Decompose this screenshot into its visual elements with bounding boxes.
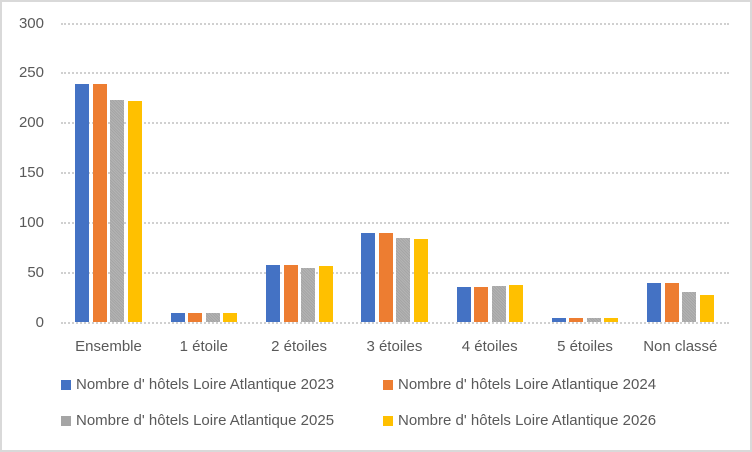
y-axis-tick-label: 300 — [18, 14, 44, 32]
bar — [318, 265, 333, 323]
y-axis-tick-label: 150 — [18, 164, 44, 181]
legend-label: Nombre d' hôtels Loire Atlantique 2024 — [398, 376, 657, 393]
gridline — [61, 122, 729, 125]
bar — [509, 284, 524, 323]
bar — [413, 238, 428, 323]
bar — [127, 101, 142, 323]
x-axis-category-label: Ensemble — [75, 338, 142, 355]
y-axis-tick-label: 250 — [18, 64, 44, 82]
bar — [647, 282, 662, 323]
y-axis-tick-label: 100 — [18, 213, 44, 231]
bar — [378, 232, 393, 323]
gridline — [61, 321, 729, 324]
bar — [396, 237, 411, 323]
x-axis-category-label: 2 étoiles — [271, 338, 328, 355]
bar — [205, 312, 220, 323]
x-axis-category-label: 3 étoiles — [366, 338, 423, 355]
legend-label: Nombre d' hôtels Loire Atlantique 2026 — [398, 412, 657, 429]
legend-swatch-icon — [61, 415, 71, 426]
bar — [92, 84, 107, 323]
bar — [266, 264, 280, 323]
bar — [301, 267, 315, 323]
bar — [491, 285, 506, 323]
bar — [283, 264, 298, 323]
bar — [569, 317, 584, 323]
x-axis-category-label: 5 étoiles — [557, 338, 613, 355]
gridline — [61, 72, 729, 75]
legend-swatch-icon — [383, 379, 393, 390]
bar — [170, 312, 185, 323]
bar — [551, 317, 566, 323]
gridline — [61, 172, 729, 174]
gridline — [61, 271, 729, 274]
bar — [604, 317, 619, 323]
legend-item: Nombre d' hôtels Loire Atlantique 2023 — [61, 376, 334, 393]
bar — [75, 84, 90, 323]
bar — [682, 291, 697, 323]
gridline — [61, 22, 729, 25]
bar — [699, 294, 714, 323]
y-axis-tick-label: 0 — [35, 313, 44, 331]
y-axis-tick-label: 50 — [27, 263, 44, 281]
legend-swatch-icon — [61, 379, 71, 390]
bar — [456, 286, 471, 323]
bar — [110, 100, 125, 323]
x-axis-category-label: Non classé — [643, 338, 718, 355]
legend-swatch-icon — [383, 415, 393, 426]
legend-item: Nombre d' hôtels Loire Atlantique 2025 — [61, 412, 334, 429]
x-axis-category-label: 4 étoiles — [461, 338, 518, 355]
bar — [223, 312, 238, 323]
legend-label: Nombre d' hôtels Loire Atlantique 2023 — [76, 376, 335, 393]
legend-label: Nombre d' hôtels Loire Atlantique 2025 — [76, 412, 335, 429]
legend-item: Nombre d' hôtels Loire Atlantique 2026 — [383, 412, 656, 429]
bar — [474, 286, 489, 323]
legend-item: Nombre d' hôtels Loire Atlantique 2024 — [383, 376, 656, 393]
y-axis-tick-label: 200 — [18, 114, 44, 132]
bar — [664, 282, 679, 323]
bar — [188, 312, 203, 323]
bar — [586, 317, 601, 323]
x-axis-category-label: 1 étoile — [179, 338, 228, 355]
bar — [361, 232, 376, 323]
gridline — [61, 221, 729, 224]
